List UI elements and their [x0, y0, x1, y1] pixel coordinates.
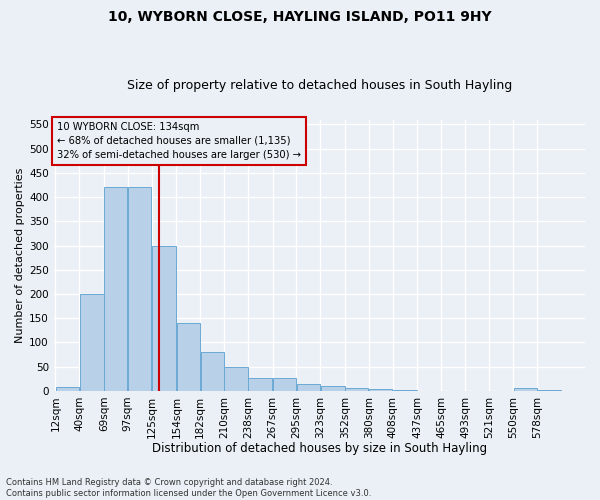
- Text: Contains HM Land Registry data © Crown copyright and database right 2024.
Contai: Contains HM Land Registry data © Crown c…: [6, 478, 371, 498]
- Bar: [345, 388, 368, 391]
- Bar: [297, 384, 320, 391]
- Bar: [273, 378, 296, 391]
- Bar: [538, 390, 561, 391]
- Bar: [320, 386, 344, 391]
- X-axis label: Distribution of detached houses by size in South Hayling: Distribution of detached houses by size …: [152, 442, 487, 455]
- Text: 10, WYBORN CLOSE, HAYLING ISLAND, PO11 9HY: 10, WYBORN CLOSE, HAYLING ISLAND, PO11 9…: [108, 10, 492, 24]
- Bar: [104, 188, 127, 391]
- Title: Size of property relative to detached houses in South Hayling: Size of property relative to detached ho…: [127, 79, 512, 92]
- Bar: [56, 387, 79, 391]
- Bar: [248, 378, 272, 391]
- Bar: [369, 390, 392, 391]
- Bar: [177, 323, 200, 391]
- Bar: [224, 366, 248, 391]
- Bar: [152, 246, 176, 391]
- Text: 10 WYBORN CLOSE: 134sqm
← 68% of detached houses are smaller (1,135)
32% of semi: 10 WYBORN CLOSE: 134sqm ← 68% of detache…: [57, 122, 301, 160]
- Bar: [80, 294, 104, 391]
- Bar: [128, 188, 151, 391]
- Bar: [514, 388, 537, 391]
- Bar: [200, 352, 224, 391]
- Bar: [393, 390, 417, 391]
- Y-axis label: Number of detached properties: Number of detached properties: [15, 168, 25, 343]
